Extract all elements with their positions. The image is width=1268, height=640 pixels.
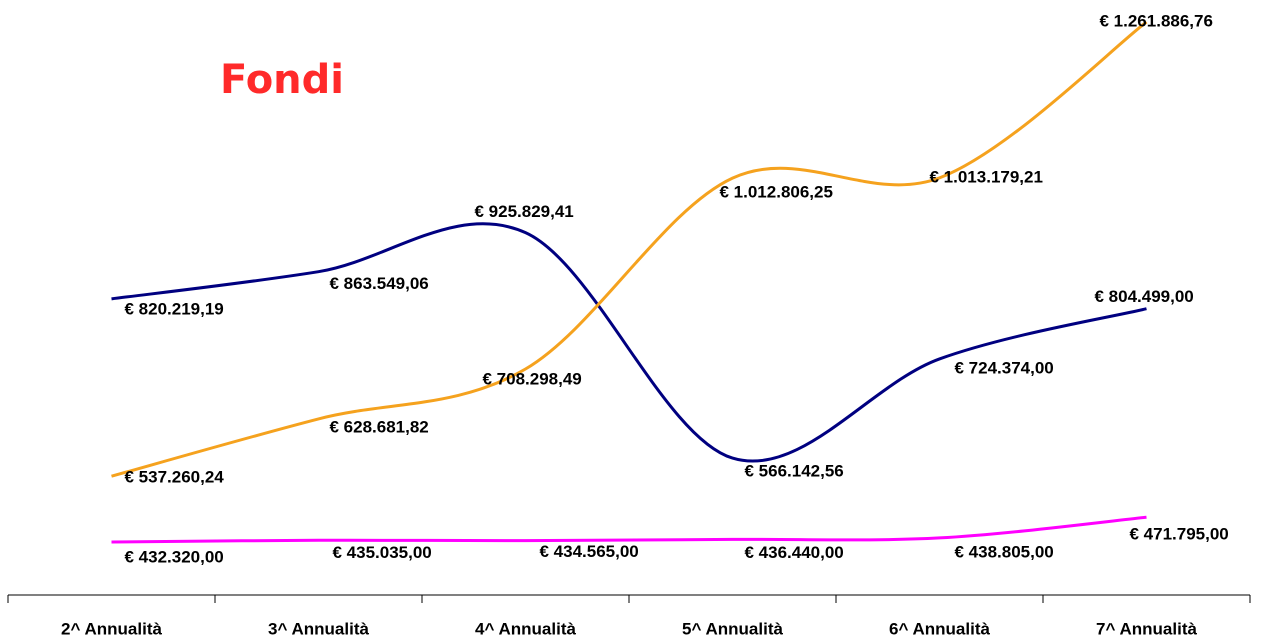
data-label: € 724.374,00: [955, 358, 1054, 377]
data-label: € 1.012.806,25: [720, 183, 833, 202]
data-label: € 434.565,00: [540, 542, 639, 561]
x-tick-label: 2^ Annualità: [61, 619, 162, 638]
data-label: € 436.440,00: [745, 543, 844, 562]
data-label: € 1.261.886,76: [1100, 11, 1213, 30]
data-label: € 628.681,82: [330, 417, 429, 436]
data-label: € 708.298,49: [483, 369, 582, 388]
data-label: € 471.795,00: [1130, 525, 1229, 544]
data-label: € 432.320,00: [125, 547, 224, 566]
x-tick-label: 6^ Annualità: [889, 619, 990, 638]
data-label: € 925.829,41: [475, 202, 574, 221]
x-tick-label: 5^ Annualità: [682, 619, 783, 638]
data-label: € 863.549,06: [330, 274, 429, 293]
line: [111, 20, 1148, 478]
data-label: € 820.219,19: [125, 299, 224, 318]
x-tick-label: 4^ Annualità: [475, 619, 576, 638]
data-label: € 438.805,00: [955, 542, 1054, 561]
chart-title: Fondi: [220, 57, 344, 103]
line: [111, 515, 1147, 544]
x-tick-label: 7^ Annualità: [1096, 619, 1197, 638]
data-label: € 1.013.179,21: [930, 167, 1043, 186]
data-label: € 537.260,24: [125, 468, 225, 487]
x-tick-label: 3^ Annualità: [268, 619, 369, 638]
line: [111, 222, 1147, 463]
data-label: € 566.142,56: [745, 462, 844, 481]
data-label: € 804.499,00: [1095, 287, 1194, 306]
data-label: € 435.035,00: [333, 543, 432, 562]
